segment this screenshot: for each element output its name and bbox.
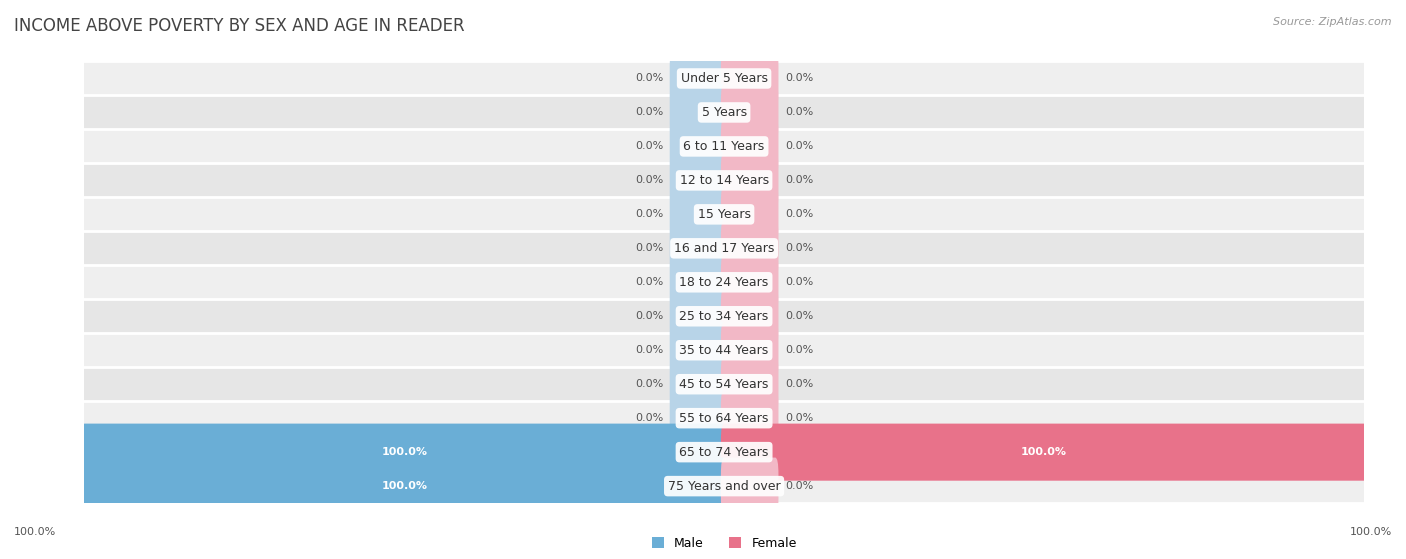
Legend: Male, Female: Male, Female [651,537,797,550]
FancyBboxPatch shape [669,152,727,209]
Text: 5 Years: 5 Years [702,106,747,119]
FancyBboxPatch shape [721,186,779,243]
Bar [84,96,1364,130]
Bar [84,163,1364,197]
Text: 18 to 24 Years: 18 to 24 Years [679,276,769,289]
Text: 0.0%: 0.0% [785,73,813,83]
FancyBboxPatch shape [669,288,727,345]
Text: 100.0%: 100.0% [1021,447,1067,457]
FancyBboxPatch shape [721,390,779,447]
Text: 0.0%: 0.0% [636,345,664,355]
Text: 16 and 17 Years: 16 and 17 Years [673,242,775,255]
Text: 0.0%: 0.0% [636,73,664,83]
FancyBboxPatch shape [721,118,779,175]
FancyBboxPatch shape [721,254,779,311]
FancyBboxPatch shape [721,356,779,413]
Text: INCOME ABOVE POVERTY BY SEX AND AGE IN READER: INCOME ABOVE POVERTY BY SEX AND AGE IN R… [14,17,465,35]
FancyBboxPatch shape [721,288,779,345]
Bar [84,231,1364,266]
Bar [84,469,1364,503]
FancyBboxPatch shape [82,424,727,481]
Text: 25 to 34 Years: 25 to 34 Years [679,310,769,323]
Text: 0.0%: 0.0% [785,210,813,219]
FancyBboxPatch shape [721,458,779,515]
Bar [84,299,1364,333]
FancyBboxPatch shape [669,220,727,277]
Bar [84,266,1364,299]
Bar [84,401,1364,435]
Bar [84,333,1364,367]
FancyBboxPatch shape [669,50,727,107]
Text: 0.0%: 0.0% [785,311,813,321]
Bar [84,367,1364,401]
FancyBboxPatch shape [721,50,779,107]
Text: Source: ZipAtlas.com: Source: ZipAtlas.com [1274,17,1392,27]
Text: 55 to 64 Years: 55 to 64 Years [679,411,769,425]
Text: 0.0%: 0.0% [636,243,664,253]
Bar [84,130,1364,163]
Text: 0.0%: 0.0% [785,141,813,151]
FancyBboxPatch shape [721,152,779,209]
FancyBboxPatch shape [669,321,727,379]
Text: Under 5 Years: Under 5 Years [681,72,768,85]
FancyBboxPatch shape [669,390,727,447]
Text: 0.0%: 0.0% [636,413,664,423]
Text: 0.0%: 0.0% [785,107,813,117]
Text: 0.0%: 0.0% [785,243,813,253]
Bar [84,61,1364,96]
Text: 100.0%: 100.0% [381,447,427,457]
FancyBboxPatch shape [669,254,727,311]
FancyBboxPatch shape [669,356,727,413]
Text: 6 to 11 Years: 6 to 11 Years [683,140,765,153]
Text: 0.0%: 0.0% [785,379,813,389]
Text: 0.0%: 0.0% [785,345,813,355]
Text: 100.0%: 100.0% [1350,527,1392,537]
Bar [84,197,1364,231]
FancyBboxPatch shape [82,458,727,515]
Text: 75 Years and over: 75 Years and over [668,480,780,492]
FancyBboxPatch shape [669,186,727,243]
Text: 0.0%: 0.0% [636,311,664,321]
Text: 0.0%: 0.0% [636,379,664,389]
Text: 12 to 14 Years: 12 to 14 Years [679,174,769,187]
Bar [84,435,1364,469]
Text: 0.0%: 0.0% [785,481,813,491]
Text: 0.0%: 0.0% [636,176,664,186]
FancyBboxPatch shape [669,84,727,141]
FancyBboxPatch shape [721,220,779,277]
Text: 65 to 74 Years: 65 to 74 Years [679,446,769,458]
FancyBboxPatch shape [721,84,779,141]
Text: 0.0%: 0.0% [636,277,664,287]
Text: 100.0%: 100.0% [381,481,427,491]
Text: 0.0%: 0.0% [785,277,813,287]
FancyBboxPatch shape [721,321,779,379]
Text: 0.0%: 0.0% [636,141,664,151]
FancyBboxPatch shape [721,424,1367,481]
Text: 45 to 54 Years: 45 to 54 Years [679,378,769,391]
Text: 35 to 44 Years: 35 to 44 Years [679,344,769,357]
Text: 100.0%: 100.0% [14,527,56,537]
Text: 0.0%: 0.0% [785,176,813,186]
Text: 15 Years: 15 Years [697,208,751,221]
FancyBboxPatch shape [669,118,727,175]
Text: 0.0%: 0.0% [785,413,813,423]
Text: 0.0%: 0.0% [636,107,664,117]
Text: 0.0%: 0.0% [636,210,664,219]
